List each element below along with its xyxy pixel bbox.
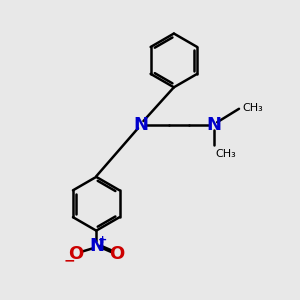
Text: O: O <box>68 245 83 263</box>
Text: −: − <box>64 254 75 268</box>
Text: +: + <box>98 235 107 245</box>
Text: CH₃: CH₃ <box>242 103 263 112</box>
Text: N: N <box>207 116 222 134</box>
Text: N: N <box>89 237 104 255</box>
Text: CH₃: CH₃ <box>216 148 236 158</box>
Text: O: O <box>110 245 125 263</box>
Text: N: N <box>134 116 148 134</box>
